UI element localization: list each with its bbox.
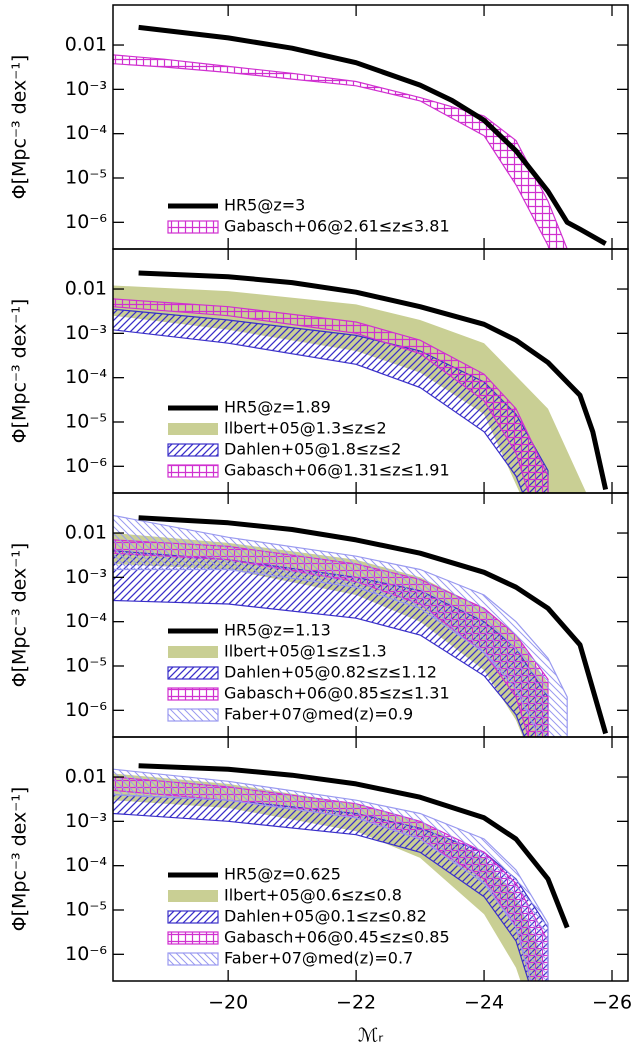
legend-swatch	[167, 910, 219, 924]
legend-label: Faber+07@med(z)=0.7	[224, 949, 413, 968]
legend-label: Ilbert+05@0.6≤z≤0.8	[224, 886, 402, 905]
line	[138, 515, 609, 735]
y-tick-label: 10⁻⁴	[65, 854, 107, 876]
legend-label: Gabasch+06@2.61≤z≤3.81	[224, 217, 450, 236]
x-tick-label: −22	[336, 992, 376, 1014]
panel: 0.01 10⁻³ 10⁻⁴ 10⁻⁵ 10⁻⁶ Φ[Mpc⁻³ dex⁻¹] HR5@z=…	[9, 248, 629, 494]
y-axis-label: Φ[Mpc⁻³ dex⁻¹]	[9, 55, 31, 200]
y-tick-label: 0.01	[65, 278, 107, 300]
legend-label: Dahlen+05@0.1≤z≤0.82	[224, 907, 427, 926]
panel: 0.01 10⁻³ 10⁻⁴ 10⁻⁵ 10⁻⁶ Φ[Mpc⁻³ dex⁻¹] HR5@z=…	[9, 492, 629, 738]
band	[113, 768, 549, 981]
band	[113, 298, 549, 493]
x-axis-label: ℳᵣ	[358, 1025, 383, 1047]
y-axis-label: Φ[Mpc⁻³ dex⁻¹]	[9, 787, 31, 932]
y-tick-label: 10⁻⁶	[65, 455, 107, 477]
y-tick-label: 10⁻⁴	[65, 610, 107, 632]
legend-label: Faber+07@med(z)=0.9	[224, 705, 413, 724]
legend-label: Ilbert+05@1.3≤z≤2	[224, 419, 387, 438]
y-tick-label: 10⁻⁴	[65, 366, 107, 388]
legend-label: HR5@z=1.13	[224, 621, 331, 640]
y-tick-label: 10⁻⁵	[65, 166, 107, 188]
panel: 0.01 10⁻³ 10⁻⁴ 10⁻⁵ 10⁻⁶ Φ[Mpc⁻³ dex⁻¹] HR5@z=…	[9, 4, 629, 250]
y-axis-label: Φ[Mpc⁻³ dex⁻¹]	[9, 543, 31, 688]
legend: HR5@z=0.625 Ilbert+05@0.6≤z≤0.8 Dahlen+05@…	[167, 865, 450, 968]
plot-area	[113, 24, 607, 249]
y-tick-label: 10⁻⁶	[65, 943, 107, 965]
legend-swatch	[167, 952, 219, 966]
legend: HR5@z=3 Gabasch+06@2.61≤z≤3.81	[167, 196, 450, 236]
y-tick-label: 0.01	[65, 766, 107, 788]
plot-area	[113, 514, 609, 737]
y-tick-label: 10⁻³	[65, 322, 107, 344]
y-tick-label: 10⁻³	[65, 810, 107, 832]
legend: HR5@z=1.13 Ilbert+05@1≤z≤1.3 Dahlen+05@0.8…	[167, 621, 450, 724]
legend: HR5@z=1.89 Ilbert+05@1.3≤z≤2 Dahlen+05@1.8…	[167, 398, 450, 480]
legend-swatch	[168, 646, 218, 658]
line	[138, 270, 609, 491]
y-tick-label: 0.01	[65, 522, 107, 544]
y-tick-label: 10⁻⁵	[65, 410, 107, 432]
legend-swatch	[167, 708, 219, 722]
legend-swatch	[168, 423, 218, 435]
legend-swatch	[167, 666, 219, 680]
line	[138, 24, 607, 246]
y-tick-label: 10⁻⁶	[65, 211, 107, 233]
legend-label: Gabasch+06@0.85≤z≤1.31	[224, 684, 450, 703]
y-axis-label: Φ[Mpc⁻³ dex⁻¹]	[9, 299, 31, 444]
plot-area	[113, 270, 609, 493]
x-tick-label: −20	[208, 992, 248, 1014]
legend-swatch	[168, 890, 218, 902]
legend-label: HR5@z=0.625	[224, 865, 341, 884]
y-tick-label: 10⁻⁵	[65, 898, 107, 920]
plot-area	[113, 763, 570, 981]
legend-label: HR5@z=1.89	[224, 398, 331, 417]
legend-swatch	[167, 220, 219, 234]
panel: 0.01 10⁻³ 10⁻⁴ 10⁻⁵ 10⁻⁶ −20 −22 −24 −26 Φ[Mpc⁻³ …	[9, 736, 632, 1047]
y-tick-label: 10⁻⁶	[65, 699, 107, 721]
legend-label: Ilbert+05@1≤z≤1.3	[224, 642, 387, 661]
legend-label: Dahlen+05@1.8≤z≤2	[224, 440, 401, 459]
legend-label: Gabasch+06@0.45≤z≤0.85	[224, 928, 450, 947]
x-tick-label: −26	[592, 992, 632, 1014]
x-tick-label: −24	[464, 992, 504, 1014]
y-tick-label: 10⁻⁵	[65, 654, 107, 676]
legend-swatch	[167, 931, 219, 945]
band	[113, 54, 568, 249]
band	[113, 514, 568, 737]
legend-swatch	[167, 443, 219, 457]
legend-swatch	[167, 464, 219, 478]
axes-frame	[112, 736, 629, 982]
y-tick-label: 10⁻³	[65, 78, 107, 100]
line	[138, 763, 570, 929]
legend-label: HR5@z=3	[224, 196, 305, 215]
legend-swatch	[167, 687, 219, 701]
y-tick-label: 10⁻³	[65, 566, 107, 588]
y-tick-label: 0.01	[65, 34, 107, 56]
y-tick-label: 10⁻⁴	[65, 122, 107, 144]
legend-label: Dahlen+05@0.82≤z≤1.12	[224, 663, 437, 682]
legend-label: Gabasch+06@1.31≤z≤1.91	[224, 461, 450, 480]
